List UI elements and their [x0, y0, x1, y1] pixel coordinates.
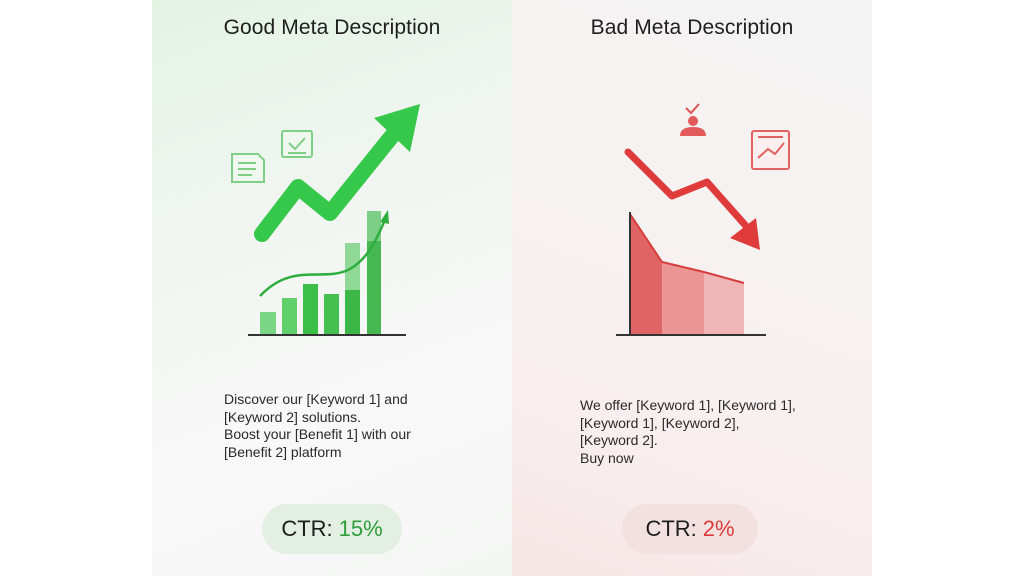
area-chart [616, 212, 766, 336]
good-description-line: Discover our [Keyword 1] and [224, 391, 408, 407]
bad-description-line: Buy now [580, 449, 634, 466]
bad-description: We offer [Keyword 1], [Keyword 1], [Keyw… [580, 397, 820, 467]
good-description: Discover our [Keyword 1] and [Keyword 2]… [224, 391, 454, 461]
good-description-line: [Keyword 2] solutions. [224, 408, 361, 425]
good-ctr-badge: CTR: 15% [262, 504, 402, 554]
good-ctr-value: 15% [338, 516, 383, 541]
good-panel: Good Meta Description [152, 0, 512, 576]
bar-chart [248, 210, 406, 336]
bad-ctr-label: CTR: [645, 516, 697, 541]
bar [260, 312, 276, 335]
good-description-line: [Benefit 2] platform [224, 443, 342, 460]
good-ctr-label: CTR: [281, 516, 333, 541]
bad-ctr-value: 2% [702, 516, 735, 541]
bar [282, 298, 297, 335]
chart-board-icon [751, 130, 790, 170]
good-title: Good Meta Description [223, 16, 441, 39]
bar [303, 284, 318, 335]
document-icon [231, 153, 265, 183]
bar [324, 294, 339, 335]
bad-illustration [616, 103, 790, 336]
bar [367, 211, 381, 335]
area-segment [630, 214, 662, 335]
bad-panel: Bad Meta Description We off [512, 0, 872, 576]
area-segment [662, 262, 704, 335]
good-illustration [231, 104, 420, 336]
bar [345, 290, 360, 335]
bad-title: Bad Meta Description [590, 16, 794, 39]
bad-ctr-badge: CTR: 2% [622, 504, 758, 554]
person-check-icon [680, 103, 706, 136]
good-description-line: Boost your [Benefit 1] with our [224, 426, 411, 442]
bad-description-line: [Keyword 2]. [580, 432, 658, 448]
trend-down-arrow-icon [624, 148, 760, 250]
trend-up-arrow-icon [254, 104, 420, 242]
area-segment [704, 272, 744, 335]
checkbox-document-icon [281, 130, 313, 158]
bad-description-line: We offer [Keyword 1], [Keyword 1], [580, 397, 796, 413]
bad-description-line: [Keyword 1], [Keyword 2], [580, 414, 740, 431]
